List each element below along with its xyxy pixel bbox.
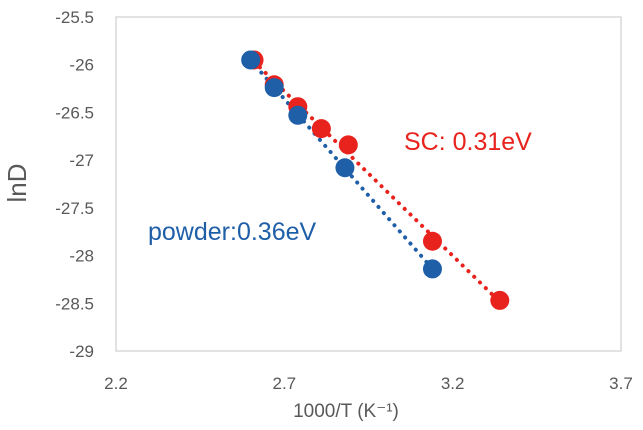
x-tick-label: 3.7 [609,374,633,393]
x-axis-label: 1000/T (K⁻¹) [293,401,399,422]
powder-data-point [241,50,261,70]
sc-data-point [490,290,510,310]
y-tick-label: -28 [69,247,94,266]
sc-data-point [422,231,442,251]
sc-data-point [311,119,331,139]
x-tick-label: 2.2 [104,374,128,393]
y-tick-label: -29 [69,342,94,361]
powder-data-point [288,105,308,125]
sc-data-point [338,135,358,155]
y-tick-label: -27 [69,151,94,170]
y-tick-label: -25.5 [55,8,94,27]
powder-activation-energy-label: powder:0.36eV [148,218,317,246]
y-tick-label: -27.5 [55,199,94,218]
sc-activation-energy-label: SC: 0.31eV [404,128,532,156]
powder-data-point [335,158,355,178]
plot-area-border [115,16,622,352]
plot-frame [115,16,622,352]
data-points [241,50,510,310]
x-tick-label: 2.7 [273,374,297,393]
y-tick-label: -26 [69,56,94,75]
y-axis-tick-labels: -25.5 -26 -26.5 -27 -27.5 -28 -28.5 -29 [55,8,94,361]
y-axis-label: lnD [2,163,32,202]
sc-trendline [252,59,502,304]
x-tick-label: 3.2 [441,374,465,393]
powder-data-point [264,78,284,98]
powder-data-point [422,259,442,279]
y-tick-label: -28.5 [55,294,94,313]
x-axis-tick-labels: 2.2 2.7 3.2 3.7 [104,374,633,393]
trendlines [248,58,502,304]
y-tick-label: -26.5 [55,103,94,122]
